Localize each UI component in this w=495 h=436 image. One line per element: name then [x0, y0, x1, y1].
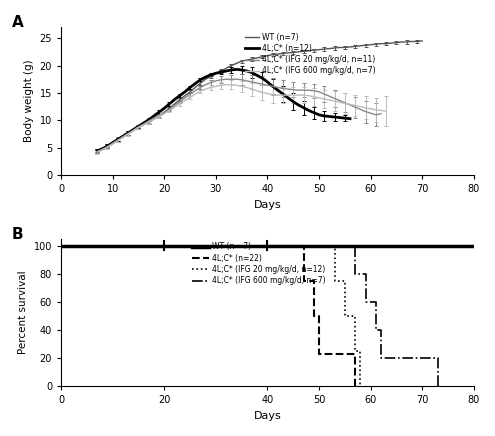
X-axis label: Days: Days: [253, 200, 281, 210]
Legend: WT (n= 7), 4L;C* (n=22), 4L;C* (IFG 20 mg/kg/d, n=12), 4L;C* (IFG 600 mg/kg/d, n: WT (n= 7), 4L;C* (n=22), 4L;C* (IFG 20 m…: [189, 239, 328, 288]
Y-axis label: Body weight (g): Body weight (g): [24, 60, 34, 143]
Legend: WT (n=7), 4L;C* (n=12), 4L;C* (IFG 20 mg/kg/d, n=11), 4L;C* (IFG 600 mg/kg/d, n=: WT (n=7), 4L;C* (n=12), 4L;C* (IFG 20 mg…: [243, 30, 379, 78]
Y-axis label: Percent survival: Percent survival: [18, 271, 28, 354]
Text: A: A: [11, 15, 23, 31]
Text: B: B: [11, 227, 23, 242]
X-axis label: Days: Days: [253, 411, 281, 421]
